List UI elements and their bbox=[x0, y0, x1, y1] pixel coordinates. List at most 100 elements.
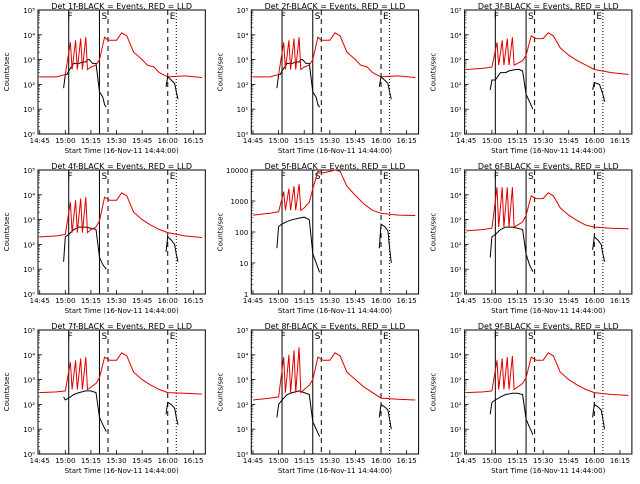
y-tick-label: 10⁵ bbox=[23, 167, 35, 175]
y-axis-label: Counts/sec bbox=[430, 53, 438, 92]
region-label: E bbox=[170, 12, 176, 22]
x-tick-label: 14:45 bbox=[30, 137, 50, 145]
series-lld-line bbox=[466, 32, 629, 75]
series-events-line bbox=[378, 223, 392, 264]
panel-6: Det 6f-BLACK = Events, RED = LLD 10⁰ 10¹ 10… bbox=[430, 162, 633, 315]
x-axis-label: Start Time (16-Nov-11 14:44:00) bbox=[65, 467, 179, 475]
y-tick-label: 10² bbox=[450, 241, 462, 249]
x-tick-label: 15:00 bbox=[482, 137, 502, 145]
x-tick-label: 14:45 bbox=[243, 457, 263, 465]
region-label: F bbox=[67, 12, 72, 22]
panel-5: Det 5f-BLACK = Events, RED = LLD 1 10 100 10… bbox=[216, 162, 420, 315]
y-tick-label: 10⁴ bbox=[23, 192, 35, 200]
y-tick-label: 10³ bbox=[237, 377, 249, 385]
series-events-line bbox=[378, 75, 392, 100]
x-tick-label: 15:00 bbox=[482, 297, 502, 305]
x-tick-label: 15:15 bbox=[81, 297, 101, 305]
y-axis-label: Counts/sec bbox=[216, 53, 224, 92]
x-tick-label: 15:15 bbox=[507, 137, 527, 145]
x-tick-label: 15:45 bbox=[132, 137, 152, 145]
y-tick-label: 1 bbox=[244, 291, 248, 299]
x-tick-label: 15:30 bbox=[533, 137, 553, 145]
panel-title: Det 5f-BLACK = Events, RED = LLD bbox=[265, 162, 406, 171]
y-tick-label: 10² bbox=[23, 401, 35, 409]
panel-1: Det 1f-BLACK = Events, RED = LLD 10⁰ 10¹ 10… bbox=[3, 2, 206, 155]
x-tick-label: 15:30 bbox=[533, 457, 553, 465]
y-axis-label: Counts/sec bbox=[3, 373, 11, 412]
plot-frame bbox=[250, 169, 420, 295]
region-label: F bbox=[281, 172, 286, 182]
y-tick-label: 10³ bbox=[23, 57, 35, 65]
series-events-line bbox=[592, 81, 606, 102]
region-label: E bbox=[596, 172, 602, 182]
x-tick-label: 16:15 bbox=[610, 297, 630, 305]
x-tick-label: 16:00 bbox=[584, 137, 604, 145]
y-tick-label: 10⁴ bbox=[450, 32, 462, 40]
y-tick-label: 10⁴ bbox=[450, 352, 462, 360]
x-tick-label: 15:45 bbox=[345, 297, 365, 305]
y-tick-label: 10² bbox=[237, 401, 249, 409]
y-tick-label: 10⁴ bbox=[237, 352, 249, 360]
y-tick-label: 10000 bbox=[226, 167, 248, 175]
x-axis-label: Start Time (16-Nov-11 14:44:00) bbox=[278, 307, 392, 315]
series-lld-line bbox=[466, 352, 629, 396]
x-tick-label: 15:00 bbox=[55, 297, 75, 305]
series-events-line bbox=[276, 59, 321, 108]
plot-frame bbox=[464, 9, 633, 135]
x-tick-label: 16:00 bbox=[371, 297, 391, 305]
series-events-line bbox=[378, 403, 392, 430]
y-axis-label: Counts/sec bbox=[430, 373, 438, 412]
region-label: E bbox=[383, 332, 389, 342]
y-tick-label: 10³ bbox=[237, 57, 249, 65]
x-tick-label: 15:30 bbox=[320, 297, 340, 305]
y-tick-label: 10⁰ bbox=[450, 451, 462, 459]
y-tick-label: 10⁵ bbox=[237, 7, 249, 15]
x-tick-label: 15:15 bbox=[507, 297, 527, 305]
y-tick-label: 10³ bbox=[23, 377, 35, 385]
series-events-line bbox=[165, 401, 179, 425]
panel-7: Det 7f-BLACK = Events, RED = LLD 10⁰ 10¹ 10… bbox=[3, 322, 206, 475]
x-axis-label: Start Time (16-Nov-11 14:44:00) bbox=[491, 467, 605, 475]
y-tick-label: 10³ bbox=[23, 217, 35, 225]
y-axis-label: Counts/sec bbox=[216, 373, 224, 412]
x-tick-label: 16:15 bbox=[183, 457, 203, 465]
region-label: E bbox=[170, 172, 176, 182]
x-tick-label: 16:00 bbox=[158, 297, 178, 305]
y-tick-label: 10⁵ bbox=[450, 327, 462, 335]
x-tick-label: 15:15 bbox=[294, 137, 314, 145]
y-tick-label: 10⁰ bbox=[23, 131, 35, 139]
x-tick-label: 15:00 bbox=[55, 457, 75, 465]
y-tick-label: 1000 bbox=[230, 198, 248, 206]
x-tick-label: 16:15 bbox=[610, 137, 630, 145]
y-tick-label: 10⁰ bbox=[450, 131, 462, 139]
y-tick-label: 10¹ bbox=[450, 426, 462, 434]
series-lld-line bbox=[39, 32, 202, 78]
x-tick-label: 15:15 bbox=[294, 457, 314, 465]
series-events-line bbox=[63, 59, 107, 108]
x-tick-label: 15:15 bbox=[507, 457, 527, 465]
y-axis-label: Counts/sec bbox=[216, 213, 224, 252]
x-tick-label: 14:45 bbox=[30, 457, 50, 465]
panel-title: Det 7f-BLACK = Events, RED = LLD bbox=[51, 322, 192, 331]
plot-frame bbox=[37, 9, 206, 135]
y-tick-label: 10² bbox=[450, 401, 462, 409]
x-tick-label: 15:15 bbox=[81, 457, 101, 465]
series-events-line bbox=[165, 75, 179, 100]
x-tick-label: 16:15 bbox=[397, 457, 417, 465]
panel-4: Det 4f-BLACK = Events, RED = LLD 10⁰ 10¹ 10… bbox=[3, 162, 206, 315]
y-tick-label: 10¹ bbox=[450, 266, 462, 274]
x-tick-label: 16:00 bbox=[584, 457, 604, 465]
x-tick-label: 14:45 bbox=[456, 137, 476, 145]
series-events-line bbox=[276, 390, 321, 437]
x-tick-label: 16:15 bbox=[183, 297, 203, 305]
y-tick-label: 10⁵ bbox=[450, 167, 462, 175]
x-tick-label: 15:30 bbox=[320, 137, 340, 145]
x-tick-label: 15:45 bbox=[345, 457, 365, 465]
y-tick-label: 10⁰ bbox=[23, 451, 35, 459]
y-tick-label: 100 bbox=[235, 229, 248, 237]
panel-8: Det 8f-BLACK = Events, RED = LLD 10⁰ 10¹ 10… bbox=[216, 322, 420, 475]
y-tick-label: 10⁰ bbox=[450, 291, 462, 299]
panel-title: Det 1f-BLACK = Events, RED = LLD bbox=[51, 2, 192, 11]
x-tick-label: 14:45 bbox=[456, 297, 476, 305]
